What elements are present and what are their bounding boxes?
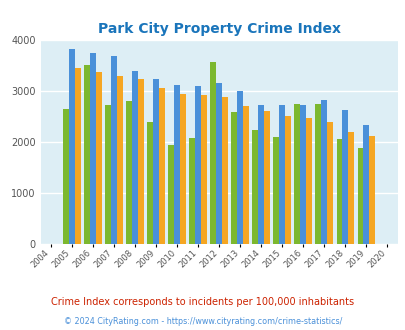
Bar bbox=[126, 101, 132, 244]
Bar bbox=[84, 65, 90, 244]
Bar bbox=[132, 71, 138, 244]
Bar bbox=[305, 118, 311, 244]
Bar bbox=[264, 111, 269, 244]
Bar bbox=[75, 68, 81, 244]
Bar bbox=[63, 109, 69, 244]
Bar bbox=[174, 84, 180, 244]
Bar bbox=[200, 95, 207, 244]
Bar bbox=[153, 79, 159, 244]
Bar bbox=[362, 125, 369, 244]
Bar bbox=[168, 146, 174, 244]
Bar bbox=[195, 86, 200, 244]
Bar bbox=[315, 104, 321, 244]
Bar bbox=[237, 91, 243, 244]
Bar bbox=[243, 106, 249, 244]
Bar bbox=[279, 105, 285, 244]
Bar bbox=[105, 105, 111, 244]
Bar bbox=[222, 97, 228, 244]
Text: Crime Index corresponds to incidents per 100,000 inhabitants: Crime Index corresponds to incidents per… bbox=[51, 297, 354, 307]
Bar bbox=[252, 130, 258, 244]
Bar bbox=[357, 148, 362, 244]
Bar bbox=[90, 53, 96, 244]
Bar bbox=[321, 100, 326, 244]
Bar bbox=[273, 137, 279, 244]
Bar bbox=[111, 56, 117, 244]
Bar bbox=[258, 105, 264, 244]
Bar bbox=[96, 72, 102, 244]
Title: Park City Property Crime Index: Park City Property Crime Index bbox=[98, 22, 340, 36]
Bar bbox=[336, 139, 341, 244]
Bar bbox=[180, 94, 185, 244]
Bar bbox=[347, 132, 353, 244]
Bar bbox=[117, 77, 123, 244]
Bar bbox=[138, 80, 144, 244]
Bar bbox=[231, 112, 237, 244]
Bar bbox=[210, 62, 216, 244]
Bar bbox=[294, 104, 300, 244]
Bar bbox=[216, 83, 222, 244]
Text: © 2024 CityRating.com - https://www.cityrating.com/crime-statistics/: © 2024 CityRating.com - https://www.city… bbox=[64, 317, 341, 326]
Bar bbox=[341, 110, 347, 244]
Bar bbox=[300, 105, 305, 244]
Bar bbox=[159, 88, 164, 244]
Bar bbox=[69, 49, 75, 244]
Bar bbox=[369, 136, 374, 244]
Bar bbox=[189, 138, 195, 244]
Bar bbox=[147, 122, 153, 244]
Bar bbox=[285, 116, 290, 244]
Bar bbox=[326, 122, 333, 244]
